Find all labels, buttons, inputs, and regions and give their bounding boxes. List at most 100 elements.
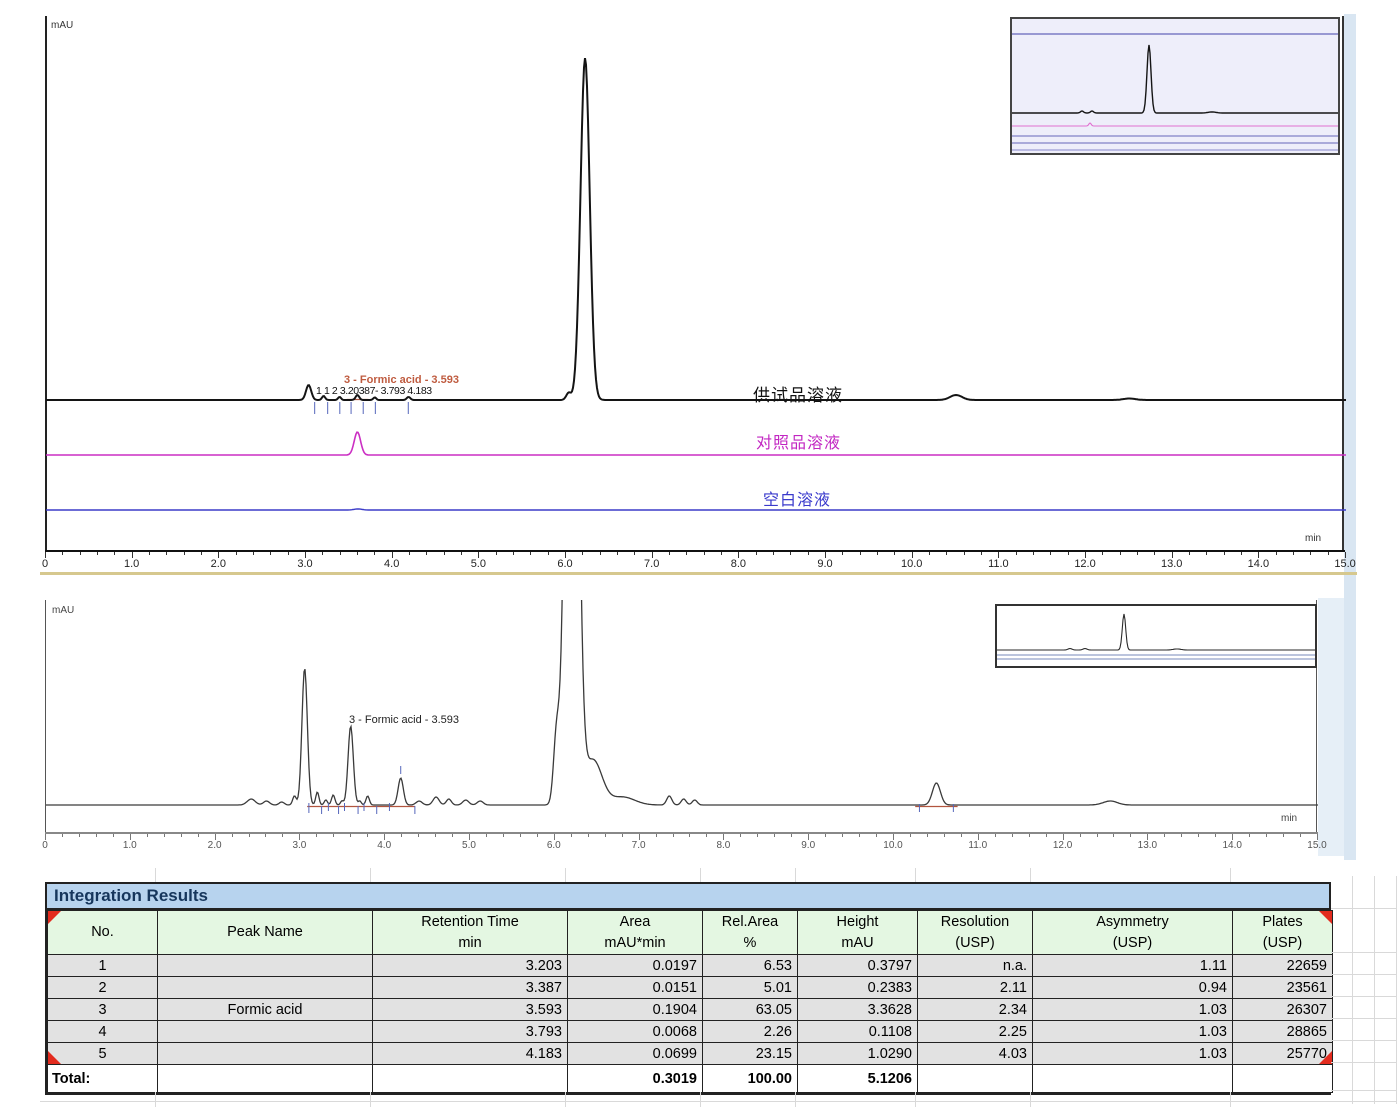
cell: 5 bbox=[47, 1042, 158, 1065]
cell: 2 bbox=[47, 976, 158, 999]
cell: 3.793 bbox=[372, 1020, 568, 1043]
red-corner-marker bbox=[48, 911, 61, 924]
axis-minor-tick bbox=[114, 552, 116, 555]
axis-minor-tick bbox=[1300, 834, 1302, 837]
cell: 2.11 bbox=[917, 976, 1033, 999]
cell: 4.03 bbox=[917, 1042, 1033, 1065]
cell: 0.0197 bbox=[567, 954, 703, 977]
axis-major-tick bbox=[214, 834, 216, 840]
axis-major-tick bbox=[738, 552, 740, 558]
axis-minor-tick bbox=[357, 552, 358, 555]
chart2-y-axis bbox=[45, 600, 46, 833]
axis-minor-tick bbox=[1293, 552, 1295, 555]
series-label-sample: 供试品溶液 bbox=[753, 386, 843, 405]
cell: 6.53 bbox=[702, 954, 798, 977]
axis-major-tick bbox=[723, 834, 725, 840]
axis-major-tick bbox=[808, 834, 810, 840]
axis-tick-label: 13.0 bbox=[1137, 840, 1158, 851]
red-corner-marker bbox=[1319, 1051, 1332, 1064]
cell: 0.1904 bbox=[567, 998, 703, 1021]
integration-row: 1 3.203 0.0197 6.53 0.3797 n.a. 1.11 22659 bbox=[47, 954, 1333, 977]
cell: 3.3628 bbox=[797, 998, 918, 1021]
axis-minor-tick bbox=[495, 552, 497, 555]
axis-minor-tick bbox=[1189, 552, 1191, 555]
axis-tick-label: 7.0 bbox=[631, 840, 646, 851]
axis-minor-tick bbox=[960, 834, 962, 837]
axis-tick-label: 5.0 bbox=[470, 558, 486, 570]
cell: 0.1108 bbox=[797, 1020, 918, 1043]
axis-tick-label: 4.0 bbox=[384, 558, 400, 570]
axis-minor-tick bbox=[582, 552, 584, 555]
cell: 4.183 bbox=[372, 1042, 568, 1065]
axis-minor-tick bbox=[1198, 834, 1200, 837]
cell bbox=[1232, 1064, 1333, 1093]
axis-minor-tick bbox=[570, 834, 572, 837]
axis-minor-tick bbox=[1102, 552, 1104, 555]
cell bbox=[1032, 1064, 1233, 1093]
axis-tick-label: 10.0 bbox=[900, 558, 923, 570]
axis-minor-tick bbox=[461, 552, 463, 555]
axis-major-tick bbox=[391, 552, 393, 558]
header-row: No. Peak Name Retention Time min Area mAU*min… bbox=[47, 910, 1333, 955]
axis-minor-tick bbox=[1050, 552, 1052, 555]
axis-minor-tick bbox=[485, 834, 487, 837]
axis-minor-tick bbox=[409, 552, 410, 555]
cell: 28865 bbox=[1232, 1020, 1333, 1043]
axis-major-tick bbox=[1062, 834, 1064, 840]
cell: 1.11 bbox=[1032, 954, 1233, 977]
cell: 0.0699 bbox=[567, 1042, 703, 1065]
axis-minor-tick bbox=[634, 552, 636, 555]
axis-major-tick bbox=[651, 552, 653, 558]
axis-minor-tick bbox=[604, 834, 606, 837]
axis-tick-label: 10.0 bbox=[883, 840, 903, 851]
axis-major-tick bbox=[1345, 552, 1347, 558]
axis-minor-tick bbox=[909, 834, 911, 837]
axis-minor-tick bbox=[1130, 834, 1132, 837]
axis-minor-tick bbox=[1283, 834, 1285, 837]
axis-minor-tick bbox=[1096, 834, 1098, 837]
axis-major-tick bbox=[1085, 552, 1087, 558]
axis-minor-tick bbox=[61, 834, 63, 837]
axis-minor-tick bbox=[1310, 552, 1312, 555]
integration-results-table: Integration Results No. Peak Name Retentio… bbox=[45, 882, 1333, 1095]
axis-minor-tick bbox=[721, 552, 723, 555]
chart1-axis-ticks: 0 1.0 2.0 3.0 4.0 5.0 6.0 7.0 8.0 9.0 10.0 11.0 12.0… bbox=[42, 552, 1365, 576]
cell: 0.0151 bbox=[567, 976, 703, 999]
axis-minor-tick bbox=[994, 834, 996, 837]
axis-tick-label: 2.0 bbox=[210, 558, 226, 570]
axis-minor-tick bbox=[703, 552, 705, 555]
axis-minor-tick bbox=[859, 834, 861, 837]
axis-minor-tick bbox=[1215, 834, 1217, 837]
axis-minor-tick bbox=[1266, 834, 1268, 837]
axis-minor-tick bbox=[689, 834, 691, 837]
axis-major-tick bbox=[305, 552, 306, 558]
axis-major-tick bbox=[129, 834, 131, 840]
axis-minor-tick bbox=[97, 552, 98, 555]
axis-minor-tick bbox=[95, 834, 97, 837]
peak-cluster-labels: 1 1 2 3.20387- 3.793 4.183 bbox=[316, 385, 432, 397]
axis-major-tick bbox=[469, 834, 470, 840]
axis-minor-tick bbox=[686, 552, 688, 555]
axis-minor-tick bbox=[655, 834, 657, 837]
axis-minor-tick bbox=[740, 834, 742, 837]
cell bbox=[372, 1064, 568, 1093]
cell: 3 bbox=[47, 998, 158, 1021]
axis-minor-tick bbox=[426, 552, 428, 555]
cell: 100.00 bbox=[702, 1064, 798, 1093]
axis-minor-tick bbox=[757, 834, 759, 837]
cell: 2.26 bbox=[702, 1020, 798, 1043]
axis-major-tick bbox=[553, 834, 555, 840]
cell: 5.1206 bbox=[797, 1064, 918, 1093]
chart2-inset-thumbnail bbox=[995, 604, 1317, 668]
axis-tick-label: 3.0 bbox=[292, 840, 307, 851]
axis-minor-tick bbox=[1154, 552, 1156, 555]
axis-tick-label: 11.0 bbox=[988, 558, 1009, 570]
axis-minor-tick bbox=[452, 834, 454, 837]
axis-minor-tick bbox=[374, 552, 376, 555]
axis-minor-tick bbox=[755, 552, 757, 555]
axis-minor-tick bbox=[530, 552, 532, 555]
cell: 3.593 bbox=[372, 998, 568, 1021]
column-header: Resolution (USP) bbox=[917, 910, 1033, 955]
axis-minor-tick bbox=[1011, 834, 1013, 837]
